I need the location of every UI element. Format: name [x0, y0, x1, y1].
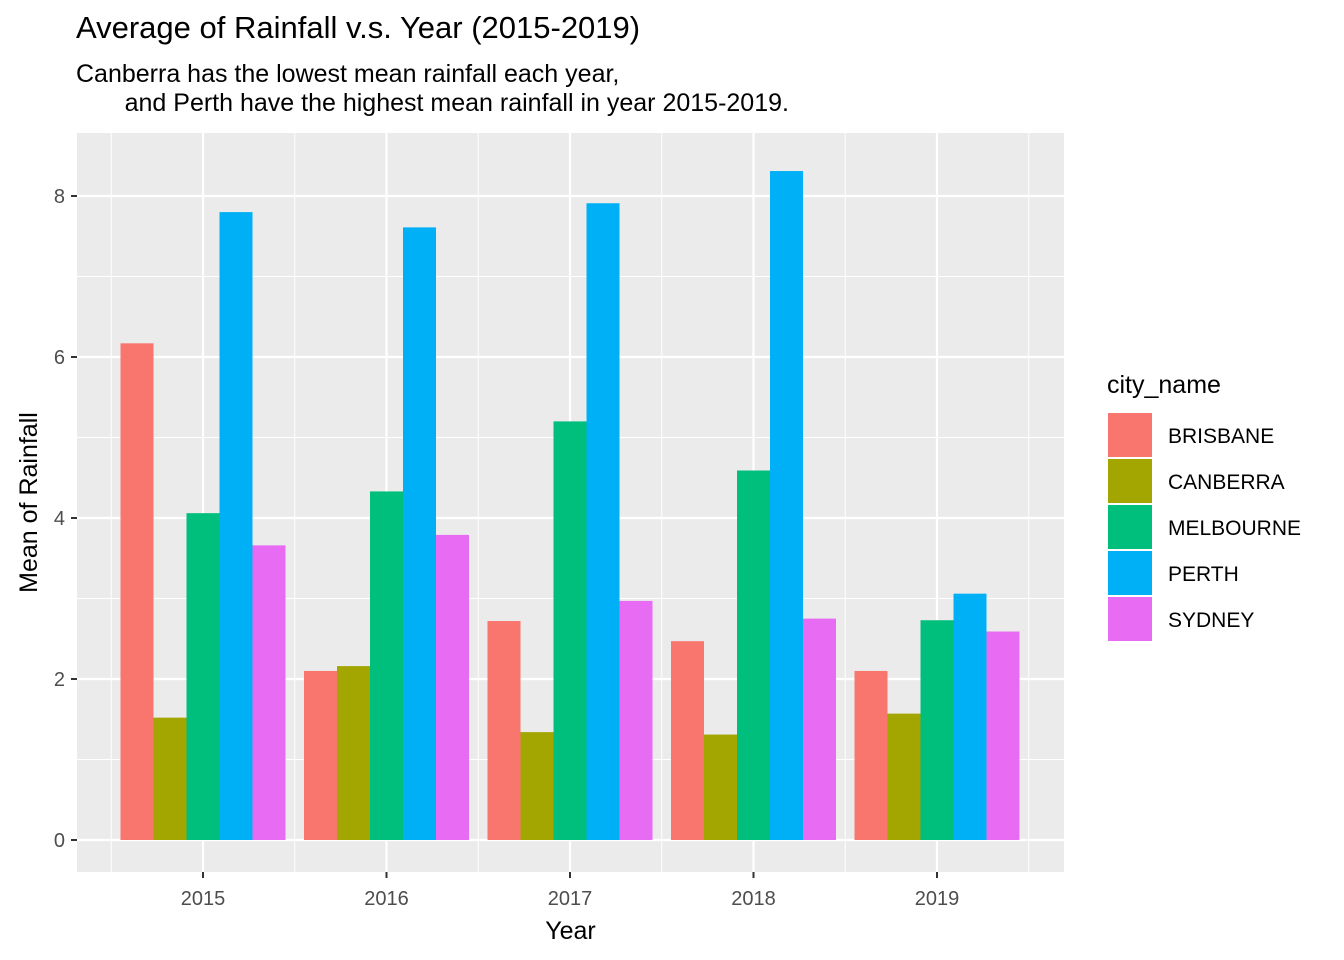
x-tick-label: 2016 — [364, 888, 409, 910]
bar-canberra-2018 — [704, 734, 737, 840]
legend-title: city_name — [1107, 371, 1221, 399]
legend-label-melbourne: MELBOURNE — [1168, 517, 1301, 540]
bar-perth-2019 — [953, 593, 987, 840]
bar-perth-2018 — [770, 171, 803, 841]
legend-label-canberra: CANBERRA — [1168, 471, 1285, 494]
x-tick-label: 2018 — [731, 888, 776, 910]
bars-group — [120, 171, 1020, 841]
bar-brisbane-2016 — [304, 670, 337, 840]
bar-sydney-2017 — [619, 600, 653, 840]
bar-brisbane-2019 — [854, 670, 888, 840]
bar-canberra-2019 — [887, 713, 921, 840]
x-tick-label: 2019 — [915, 888, 960, 910]
bar-sydney-2016 — [436, 534, 469, 840]
bar-brisbane-2018 — [671, 641, 704, 840]
bar-canberra-2016 — [337, 666, 370, 840]
legend-key-sydney — [1108, 597, 1152, 641]
chart-subtitle: Canberra has the lowest mean rainfall ea… — [76, 60, 789, 118]
bar-melbourne-2019 — [920, 620, 954, 840]
bar-sydney-2018 — [803, 618, 836, 840]
y-tick-label: 2 — [54, 669, 65, 691]
legend-key-canberra — [1108, 459, 1152, 503]
x-tick-label: 2017 — [548, 888, 593, 910]
bar-perth-2015 — [219, 212, 253, 841]
bar-perth-2017 — [586, 203, 620, 840]
bar-melbourne-2018 — [737, 470, 770, 840]
bar-melbourne-2017 — [553, 421, 587, 840]
y-tick-label: 6 — [54, 347, 65, 369]
bar-canberra-2015 — [153, 717, 187, 840]
bar-sydney-2019 — [986, 631, 1020, 840]
legend-label-sydney: SYDNEY — [1168, 609, 1254, 632]
y-tick-label: 4 — [54, 508, 65, 530]
bar-sydney-2015 — [252, 545, 286, 840]
legend-label-brisbane: BRISBANE — [1168, 425, 1274, 448]
y-axis-title: Mean of Rainfall — [15, 412, 43, 593]
y-tick-label: 8 — [54, 186, 65, 208]
bar-melbourne-2015 — [186, 513, 220, 840]
legend-key-brisbane — [1108, 413, 1152, 457]
legend: city_name BRISBANE CANBERRA MELBOURNE PERTH… — [1107, 371, 1301, 641]
bar-melbourne-2016 — [370, 491, 403, 840]
legend-label-perth: PERTH — [1168, 563, 1239, 586]
bar-brisbane-2015 — [120, 343, 154, 840]
legend-key-melbourne — [1108, 505, 1152, 549]
bar-brisbane-2017 — [487, 621, 521, 840]
x-axis-title: Year — [545, 917, 596, 945]
chart-title: Average of Rainfall v.s. Year (2015-2019… — [76, 10, 641, 45]
legend-key-perth — [1108, 551, 1152, 595]
bar-perth-2016 — [403, 227, 436, 840]
x-tick-label: 2015 — [181, 888, 226, 910]
subtitle-line-2: and Perth have the highest mean rainfall… — [76, 89, 789, 117]
y-tick-label: 0 — [54, 830, 65, 852]
bar-canberra-2017 — [520, 732, 554, 840]
subtitle-line-1: Canberra has the lowest mean rainfall ea… — [76, 60, 620, 88]
axes-group: 0 2 4 6 8 2015 2016 2017 2018 2019 — [54, 186, 959, 910]
